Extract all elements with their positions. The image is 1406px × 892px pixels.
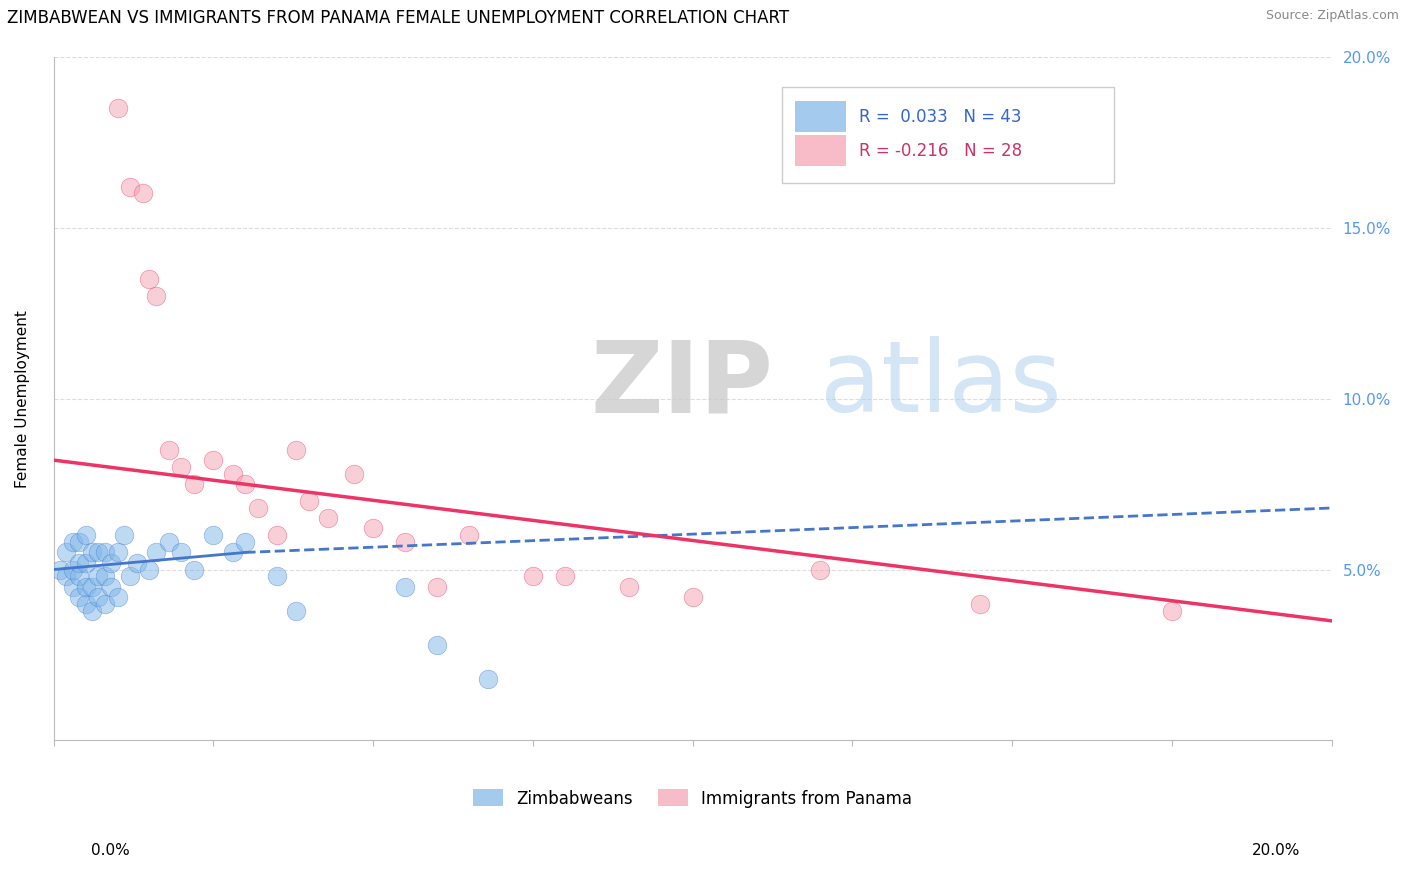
Point bbox=[120, 569, 142, 583]
Point bbox=[75, 556, 97, 570]
Legend: Zimbabweans, Immigrants from Panama: Zimbabweans, Immigrants from Panama bbox=[467, 782, 920, 814]
Point bbox=[62, 580, 84, 594]
Point bbox=[221, 467, 243, 481]
Point bbox=[1160, 603, 1182, 617]
Point bbox=[107, 545, 129, 559]
Point bbox=[75, 528, 97, 542]
Text: R =  0.033   N = 43: R = 0.033 N = 43 bbox=[859, 108, 1021, 126]
Point bbox=[80, 580, 103, 594]
Point bbox=[233, 535, 256, 549]
Point bbox=[138, 562, 160, 576]
Point bbox=[617, 580, 640, 594]
Point bbox=[682, 590, 704, 604]
Point bbox=[93, 545, 115, 559]
Point bbox=[87, 569, 110, 583]
Point bbox=[67, 556, 90, 570]
Text: 0.0%: 0.0% bbox=[91, 843, 131, 858]
Point bbox=[394, 580, 416, 594]
Point bbox=[120, 179, 142, 194]
Point bbox=[87, 590, 110, 604]
Point bbox=[93, 569, 115, 583]
Point bbox=[202, 528, 225, 542]
Text: atlas: atlas bbox=[820, 336, 1062, 434]
Point bbox=[107, 590, 129, 604]
Point bbox=[247, 500, 270, 515]
Point bbox=[75, 597, 97, 611]
Point bbox=[145, 289, 167, 303]
Point bbox=[394, 535, 416, 549]
Point bbox=[221, 545, 243, 559]
Point bbox=[67, 569, 90, 583]
Point bbox=[285, 442, 308, 457]
Point bbox=[55, 569, 77, 583]
Point bbox=[183, 477, 205, 491]
Point bbox=[266, 528, 288, 542]
Point bbox=[202, 453, 225, 467]
Point bbox=[170, 545, 193, 559]
Point bbox=[80, 603, 103, 617]
Point bbox=[93, 597, 115, 611]
Point bbox=[285, 603, 308, 617]
Point bbox=[67, 535, 90, 549]
Point bbox=[233, 477, 256, 491]
Point bbox=[80, 545, 103, 559]
Point bbox=[458, 528, 481, 542]
Point bbox=[112, 528, 135, 542]
Point bbox=[125, 556, 148, 570]
Point bbox=[361, 521, 384, 535]
Point bbox=[426, 638, 449, 652]
Point bbox=[100, 580, 122, 594]
Point bbox=[183, 562, 205, 576]
Point bbox=[157, 442, 180, 457]
Point bbox=[107, 101, 129, 115]
FancyBboxPatch shape bbox=[794, 136, 846, 166]
Text: Source: ZipAtlas.com: Source: ZipAtlas.com bbox=[1265, 9, 1399, 22]
Point bbox=[157, 535, 180, 549]
Point bbox=[343, 467, 366, 481]
Text: 20.0%: 20.0% bbox=[1253, 843, 1301, 858]
Point bbox=[477, 672, 499, 686]
Point bbox=[75, 580, 97, 594]
Text: ZIP: ZIP bbox=[591, 336, 773, 434]
Point bbox=[426, 580, 449, 594]
Point bbox=[298, 494, 321, 508]
Point bbox=[67, 590, 90, 604]
Point bbox=[100, 556, 122, 570]
Y-axis label: Female Unemployment: Female Unemployment bbox=[15, 310, 30, 488]
FancyBboxPatch shape bbox=[794, 101, 846, 132]
Point bbox=[318, 511, 340, 525]
Point bbox=[132, 186, 155, 201]
Point bbox=[969, 597, 991, 611]
Point bbox=[138, 272, 160, 286]
Point bbox=[87, 545, 110, 559]
Text: ZIMBABWEAN VS IMMIGRANTS FROM PANAMA FEMALE UNEMPLOYMENT CORRELATION CHART: ZIMBABWEAN VS IMMIGRANTS FROM PANAMA FEM… bbox=[7, 9, 789, 27]
Point bbox=[55, 545, 77, 559]
Point bbox=[554, 569, 576, 583]
Point bbox=[62, 535, 84, 549]
Point bbox=[808, 562, 831, 576]
Point bbox=[49, 562, 72, 576]
FancyBboxPatch shape bbox=[782, 87, 1115, 183]
Point bbox=[145, 545, 167, 559]
Text: R = -0.216   N = 28: R = -0.216 N = 28 bbox=[859, 142, 1022, 161]
Point bbox=[266, 569, 288, 583]
Point bbox=[170, 459, 193, 474]
Point bbox=[62, 562, 84, 576]
Point bbox=[522, 569, 544, 583]
